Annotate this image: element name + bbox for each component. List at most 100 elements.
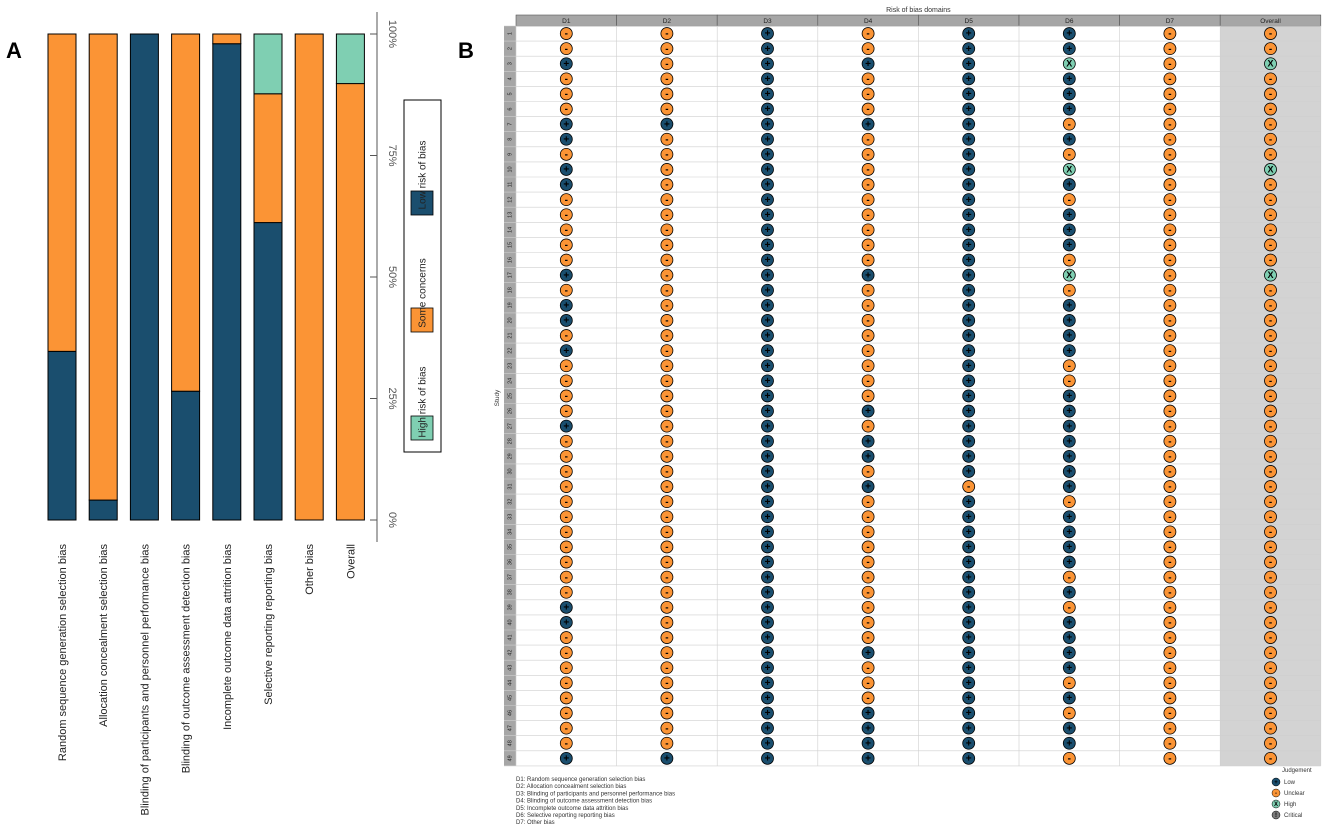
judgement-symbol: - [1168,557,1171,568]
judgement-dot: + [1062,540,1076,554]
judgement-circle [1062,751,1076,765]
judgement-dot: - [559,223,573,237]
judgement-dot: + [861,646,875,660]
judgement-dot: + [761,600,774,614]
judgement-circle [559,616,573,629]
judgement-dot: - [559,404,573,418]
judgement-symbol: - [866,104,869,115]
judgement-dot: + [962,42,976,56]
judgement-symbol: + [966,633,972,644]
judgement-symbol: - [1269,240,1272,251]
judgement-symbol: - [665,44,668,55]
judgement-circle [861,344,875,358]
judgement-symbol: + [563,180,569,191]
judgement-symbol: + [966,618,972,629]
judgement-circle [660,163,674,176]
judgement-dot: - [861,253,875,267]
judgement-dot: - [559,540,573,554]
judgement-symbol: - [1269,44,1272,55]
judgement-dot: + [861,480,875,493]
judgement-symbol: - [1168,587,1171,598]
judgement-circle [1062,570,1076,584]
judgement-symbol: - [565,708,568,719]
judgement-circle [761,495,774,509]
judgement-symbol: - [866,346,869,357]
judgement-circle [559,706,573,720]
judgement-dot: - [1062,751,1076,765]
judgement-symbol: + [966,678,972,689]
judgement-circle [660,751,674,765]
judgement-circle [962,721,976,735]
judgement-circle [1264,102,1277,116]
judgement-circle [1163,600,1177,614]
judgement-symbol: - [1168,225,1171,236]
judgement-circle [962,449,976,463]
judgement-dot: + [962,525,976,539]
judgement-symbol: + [966,753,972,764]
judgement-symbol: - [665,376,668,387]
judgement-dot: + [761,721,774,735]
judgement-symbol: + [765,497,771,508]
judgement-circle [1264,555,1277,569]
judgement-circle [962,600,976,614]
judgement-symbol: + [865,406,871,417]
domain-legend-line: D7: Other bias [516,820,555,826]
judgement-dot: - [559,510,573,524]
judgement-dot: + [962,374,976,388]
judgement-circle [761,736,774,750]
judgement-circle [1163,374,1177,388]
judgement-dot: - [1163,646,1177,660]
judgement-circle [660,238,674,252]
judgement-dot: + [962,691,976,705]
category-label: Blinding of outcome assessment detection… [181,544,193,774]
judgement-circle [1264,525,1277,539]
judgement-circle [1163,676,1177,690]
judgement-symbol: - [1168,512,1171,523]
judgement-dot: + [962,268,976,282]
judgement-symbol: + [1066,693,1072,704]
judgement-dot: - [1062,374,1076,388]
judgement-dot: - [1163,27,1177,40]
judgement-dot: - [1163,465,1177,478]
judgement-symbol: - [665,285,668,296]
judgement-dot: - [559,329,573,342]
judgement-symbol: + [563,618,569,629]
judgement-symbol: - [1269,74,1272,85]
judgement-legend-symbol: ! [1275,813,1277,819]
judgement-symbol: + [1066,134,1072,145]
judgement-dot: - [559,238,573,252]
judgement-circle [1264,132,1277,146]
judgement-circle [1062,631,1076,644]
judgement-dot: + [1062,208,1076,222]
judgement-dot: X [1062,268,1076,282]
judgement-symbol: - [565,210,568,221]
y-tick-label: 0% [386,512,398,528]
judgement-circle [559,57,573,71]
judgement-symbol: + [966,180,972,191]
judgement-circle [962,616,976,629]
judgement-circle [559,404,573,418]
column-header-label: D5 [965,18,974,25]
judgement-dot: + [761,374,774,388]
judgement-dot: - [1163,495,1177,509]
judgement-dot: - [1163,706,1177,720]
judgement-symbol: - [1168,663,1171,674]
study-number: 29 [507,453,513,459]
judgement-circle [559,555,573,569]
judgement-circle [1163,283,1177,297]
judgement-dot: + [962,27,976,40]
judgement-dot: + [761,691,774,705]
judgement-circle [861,600,875,614]
judgement-symbol: - [1269,633,1272,644]
judgement-symbol: - [1168,119,1171,130]
judgement-symbol: + [765,210,771,221]
judgement-circle [660,585,674,599]
judgement-symbol: + [1066,738,1072,749]
judgement-symbol: - [1168,59,1171,70]
judgement-symbol: - [1269,542,1272,553]
study-number: 42 [507,650,513,656]
judgement-dot: - [1264,661,1277,675]
judgement-circle [660,570,674,584]
judgement-dot: - [1264,223,1277,237]
judgement-dot: - [660,419,674,433]
